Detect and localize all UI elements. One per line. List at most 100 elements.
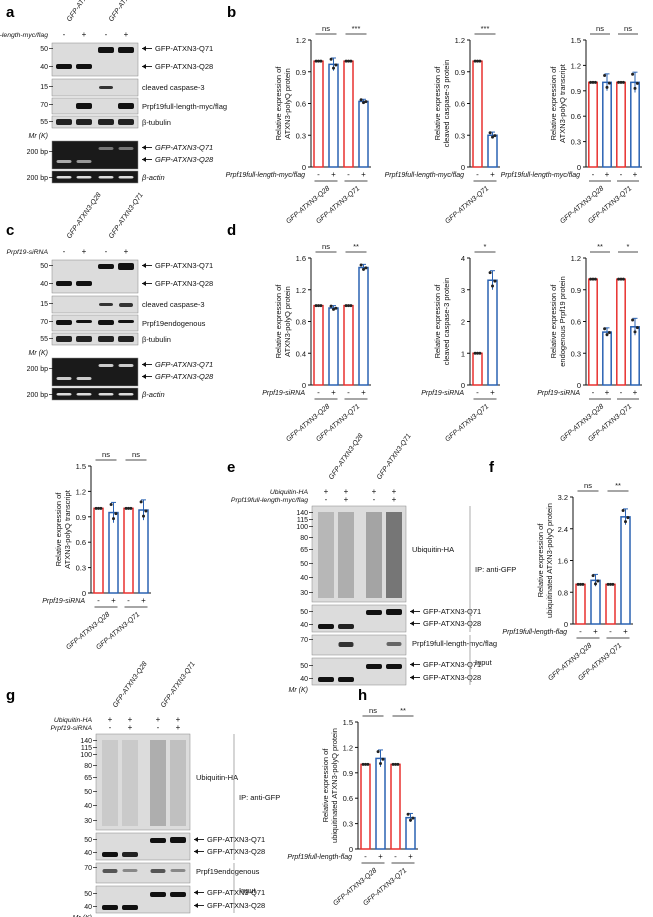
sign-label: - [592,388,595,397]
band [56,160,72,163]
mw-label: 30 [300,590,308,597]
data-point [366,762,370,766]
band [56,336,72,342]
y-tick-label: 1.2 [571,61,581,70]
mw-label: 40 [300,575,308,582]
sign-label: - [127,596,130,605]
data-point [619,277,623,281]
y-axis-label: cleaved caspase-3 protein [442,60,451,148]
sign-label: + [128,715,133,724]
sign-label: - [317,170,320,179]
band [98,336,114,342]
band [76,336,92,342]
band-label: GFP-ATXN3-Q71 [207,888,265,897]
significance-label: ** [400,706,406,715]
data-point [99,506,103,510]
bar [405,816,416,850]
sign-label: - [394,852,397,861]
sign-label: - [317,388,320,397]
band [102,869,118,873]
gel-strip [51,387,139,401]
mw-label: 50 [300,609,308,616]
data-point [349,304,353,308]
band-label: cleaved caspase-3 [142,300,205,309]
gel-strip [51,140,139,170]
bar [588,278,598,386]
arrowhead [194,903,198,908]
lane-label: GFP-ATXN3-Q71 [376,433,413,482]
band-label: GFP-ATXN3-Q28 [155,155,214,164]
significance-label: *** [352,24,361,33]
data-point [359,263,363,267]
arrowhead [142,263,146,268]
group-label: Input [475,658,493,667]
data-point [589,80,593,84]
blot-strip [95,862,191,884]
band [98,47,114,53]
arrowhead [194,890,198,895]
ubiquitin-smear [318,512,334,598]
sign-label: - [620,388,623,397]
mw-label: 40 [84,803,92,810]
data-point [617,277,621,281]
sign-label: - [609,627,612,636]
y-tick-label: 1.5 [76,462,86,471]
data-point [344,304,348,308]
sign-label: - [325,495,328,504]
arrowhead [142,64,146,69]
band-label: GFP-ATXN3-Q71 [155,360,213,369]
mw-label: 115 [297,517,308,524]
sign-label: - [347,388,350,397]
data-point [605,85,609,89]
panel-letter-e: e [227,459,235,476]
mw-label: 40 [84,904,92,911]
data-point [329,304,333,308]
y-tick-label: 0 [82,589,86,598]
significance-label: ** [597,242,603,251]
band-label: GFP-ATXN3-Q28 [423,619,481,628]
band [118,393,134,396]
mw-label: 30 [84,818,92,825]
band [386,642,402,646]
lane-label: GFP-ATXN3-Q28 [66,192,103,241]
bar [108,511,119,594]
condition-label: Prpf19-siRNA [262,390,305,397]
band [118,147,134,150]
data-point [491,284,494,288]
mw-label: 200 bp [27,175,49,182]
y-axis-label: Relative expression of [433,284,442,359]
band [170,892,186,897]
data-point [607,331,611,335]
data-point [129,506,133,510]
band-label: GFP-ATXN3-Q28 [155,62,213,71]
chart-c2: 0 0.3 0.6 0.9 1.2 1.5 Relative expression of AT… [42,450,151,651]
band-label: GFP-ATXN3-Q28 [155,279,213,288]
sign-label: - [476,388,479,397]
condition-label: Prpf19full-length-flag [287,854,352,861]
data-point [493,134,497,138]
data-point [591,80,595,84]
data-point [491,135,494,139]
data-point [611,582,615,586]
significance-label: ns [102,450,110,459]
band-label: β-actin [141,390,165,399]
sign-label: + [392,495,397,504]
band-label: GFP-ATXN3-Q28 [207,847,265,856]
blot-strip [311,634,407,656]
y-tick-label: 1.5 [343,718,353,727]
y-tick-label: 0.3 [571,138,581,147]
mw-label: 70 [40,102,48,109]
mw-label: 55 [40,119,48,126]
mw-label: 40 [84,850,92,857]
lane-label: GFP-ATXN3-Q71 [108,0,145,23]
data-point [476,59,479,63]
band [366,664,382,669]
y-tick-label: 1 [461,349,465,358]
y-axis-label: ubiquitinated ATXN3-polyQ protein [330,728,339,843]
chart-b2: 0 0.3 0.6 0.9 1.2 Relative expression of cleav… [385,24,500,225]
band [98,176,114,179]
arrowhead [410,662,414,667]
data-point [488,271,492,275]
sign-label: + [124,30,129,39]
bar [630,81,640,168]
